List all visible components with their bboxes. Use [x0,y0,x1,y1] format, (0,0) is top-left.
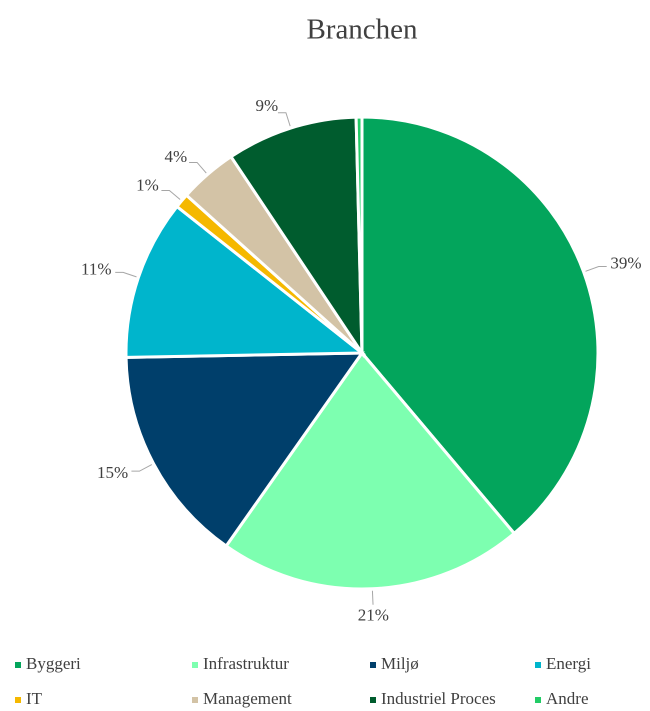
legend-swatch [15,697,21,703]
pie-slice [224,350,517,591]
leader-line [371,590,374,605]
legend-swatch [535,697,541,703]
legend-swatch [192,662,198,668]
chart-title: Branchen [306,14,418,46]
legend-swatch [370,697,376,703]
data-label: 9% [255,96,278,115]
pie-slice [228,115,364,359]
pie-slice [124,204,367,359]
leader-line [131,464,153,472]
legend-label: Management [203,689,292,708]
data-label: 11% [81,259,112,278]
legend-label: IT [26,689,43,708]
legend-label: Byggeri [26,654,81,673]
legend-swatch [192,697,198,703]
leader-line [161,189,181,200]
legend-label: Andre [546,689,588,708]
leader-line [189,161,207,174]
legend-swatch [535,662,541,668]
legend-swatch [370,662,376,668]
data-label: 39% [610,253,641,272]
pie-slice [124,351,365,549]
legend-label: Infrastruktur [203,654,289,673]
data-label: 21% [358,606,389,625]
legend-swatch [15,662,21,668]
leader-line [277,112,291,127]
leader-line [585,265,607,272]
legend-label: Energi [546,654,591,673]
data-label: 4% [164,147,187,166]
legend-label: Miljø [381,654,419,673]
leader-line [115,271,137,278]
data-label: 1% [136,176,159,195]
pie-slice [360,115,600,536]
data-label: 15% [97,463,128,482]
pie-slice [354,115,364,354]
legend-label: Industriel Proces [381,689,496,708]
